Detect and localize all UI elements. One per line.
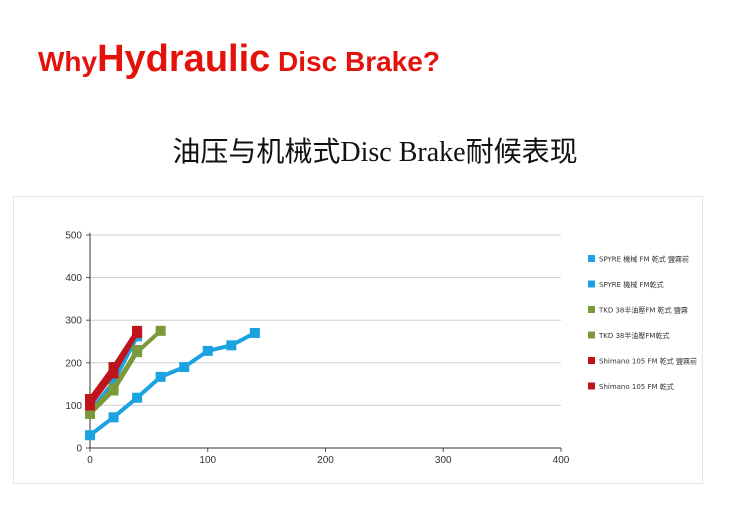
series-2-point xyxy=(155,325,166,336)
chart-subtitle: 油压与机械式Disc Brake耐候表现 xyxy=(172,137,578,168)
legend-label: TKD 38半油壓FM 乾式 鹽霧 xyxy=(598,306,688,315)
series-0-point xyxy=(226,340,237,351)
chart-frame: 0 100 200 300 400 500 0 100 200 300 400 SPYRE 機械 FM… xyxy=(13,196,703,484)
series-5-point xyxy=(132,327,143,338)
title-hydraulic: Hydraulic xyxy=(97,38,271,80)
x-tick-label: 100 xyxy=(199,455,216,466)
y-tick-label: 300 xyxy=(65,316,82,327)
legend-swatch-5 xyxy=(588,382,595,390)
series-0-point xyxy=(108,412,119,423)
series-0-point xyxy=(155,371,166,382)
series-1-point xyxy=(108,376,119,387)
x-tick-label: 400 xyxy=(553,455,570,466)
legend-label: SPYRE 機械 FM 乾式 鹽霧前 xyxy=(599,255,689,264)
series-5-point xyxy=(108,368,119,379)
series-0-point xyxy=(85,430,95,441)
x-tick-label: 0 xyxy=(87,455,93,466)
series-3-point xyxy=(85,406,95,417)
legend-label: Shimano 105 FM 乾式 鹽霧前 xyxy=(599,357,697,366)
series-4-point xyxy=(85,394,95,405)
series-4-point xyxy=(108,362,119,373)
legend-swatch-0 xyxy=(588,255,595,262)
title-why: Why xyxy=(38,46,98,77)
x-tick-label: 300 xyxy=(435,455,452,466)
x-tick-label: 200 xyxy=(317,455,334,466)
y-tick-label: 200 xyxy=(65,358,82,369)
slide-title: WhyHydraulic Disc Brake? xyxy=(38,38,440,81)
legend-label: Shimano 105 FM 乾式 xyxy=(599,382,674,391)
series-0-point xyxy=(179,362,190,373)
series-5-point xyxy=(85,400,95,411)
y-tick-label: 100 xyxy=(65,401,82,412)
legend-swatch-4 xyxy=(588,357,595,364)
y-tick-label: 500 xyxy=(65,231,82,242)
y-tick-label: 0 xyxy=(76,444,82,455)
legend-label: SPYRE 機械 FM乾式 xyxy=(599,280,664,289)
legend-swatch-2 xyxy=(588,306,595,313)
legend-label: TKD 38半油壓FM乾式 xyxy=(598,331,669,340)
series-0-point xyxy=(249,327,260,338)
series-0-point xyxy=(202,345,213,356)
legend-swatch-3 xyxy=(588,331,595,339)
legend-swatch-1 xyxy=(588,280,595,288)
line-chart: 0 100 200 300 400 500 0 100 200 300 400 SPYRE 機械 FM… xyxy=(65,231,697,467)
series-3-point xyxy=(132,345,143,356)
series-3-point xyxy=(108,383,119,394)
series-0-point xyxy=(132,392,143,403)
y-tick-label: 400 xyxy=(65,273,82,284)
title-disc-brake: Disc Brake? xyxy=(270,46,440,77)
